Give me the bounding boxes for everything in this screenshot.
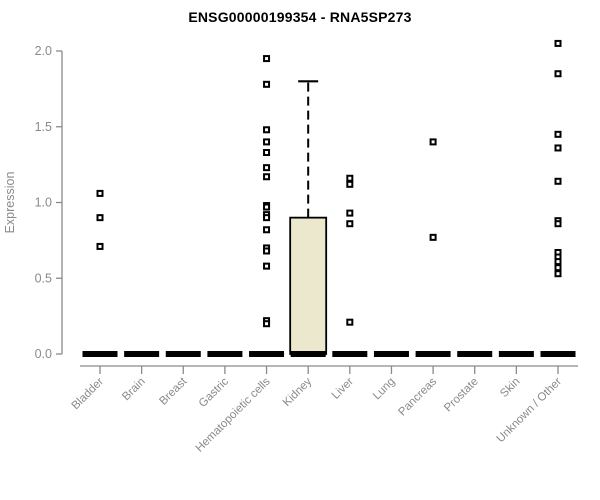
data-point [346,180,354,188]
x-tick-label: Bladder [70,376,107,413]
median-bar [540,351,576,357]
median-bar [373,351,409,357]
median-bar [415,351,451,357]
x-tick-label: Gastric [197,375,231,409]
data-point [263,173,271,181]
data-point [554,39,562,47]
median-bar [165,351,201,357]
data-point [554,144,562,152]
y-tick-label: 0.0 [35,347,52,361]
x-tick-label: Lung [371,376,398,403]
data-point [263,138,271,146]
x-tick-label: Hematopoietic cells [194,375,273,454]
data-point [554,258,562,266]
median-bar [457,351,493,357]
data-point [346,318,354,326]
data-point [263,55,271,63]
x-tick-label: Skin [498,376,522,400]
y-tick-label: 1.5 [35,120,52,134]
median-bar [290,351,326,357]
data-point [554,264,562,272]
y-axis-title: Expression [3,172,17,234]
data-point [429,138,437,146]
data-point [96,189,104,197]
data-point [554,177,562,185]
chart-title: ENSG00000199354 - RNA5SP273 [188,9,412,25]
x-tick-label: Kidney [281,375,315,409]
data-point [554,270,562,278]
data-point [96,214,104,222]
y-tick-label: 2.0 [35,44,52,58]
data-point [554,130,562,138]
data-point [346,174,354,182]
y-tick-label: 1.0 [35,196,52,210]
median-bar [82,351,118,357]
data-point [263,262,271,270]
data-point [263,203,271,211]
x-tick-label: Prostate [442,376,481,415]
data-point [263,126,271,134]
median-bar [332,351,368,357]
data-point [263,149,271,157]
data-point [346,220,354,228]
median-bar [249,351,285,357]
data-point [263,247,271,255]
data-point [554,220,562,228]
data-point [346,209,354,217]
data-point [263,320,271,328]
data-point [263,214,271,222]
y-tick-label: 0.5 [35,271,52,285]
data-point [96,242,104,250]
data-point [429,233,437,241]
median-bar [124,351,160,357]
data-point [263,80,271,88]
x-tick-label: Pancreas [396,375,439,418]
data-point [554,70,562,78]
box-body [289,216,328,355]
x-tick-label: Brain [120,376,147,403]
data-point [263,226,271,234]
median-bar [498,351,534,357]
x-tick-label: Liver [330,376,356,402]
x-tick-label: Breast [157,375,190,408]
data-point [263,164,271,172]
median-bar [207,351,243,357]
